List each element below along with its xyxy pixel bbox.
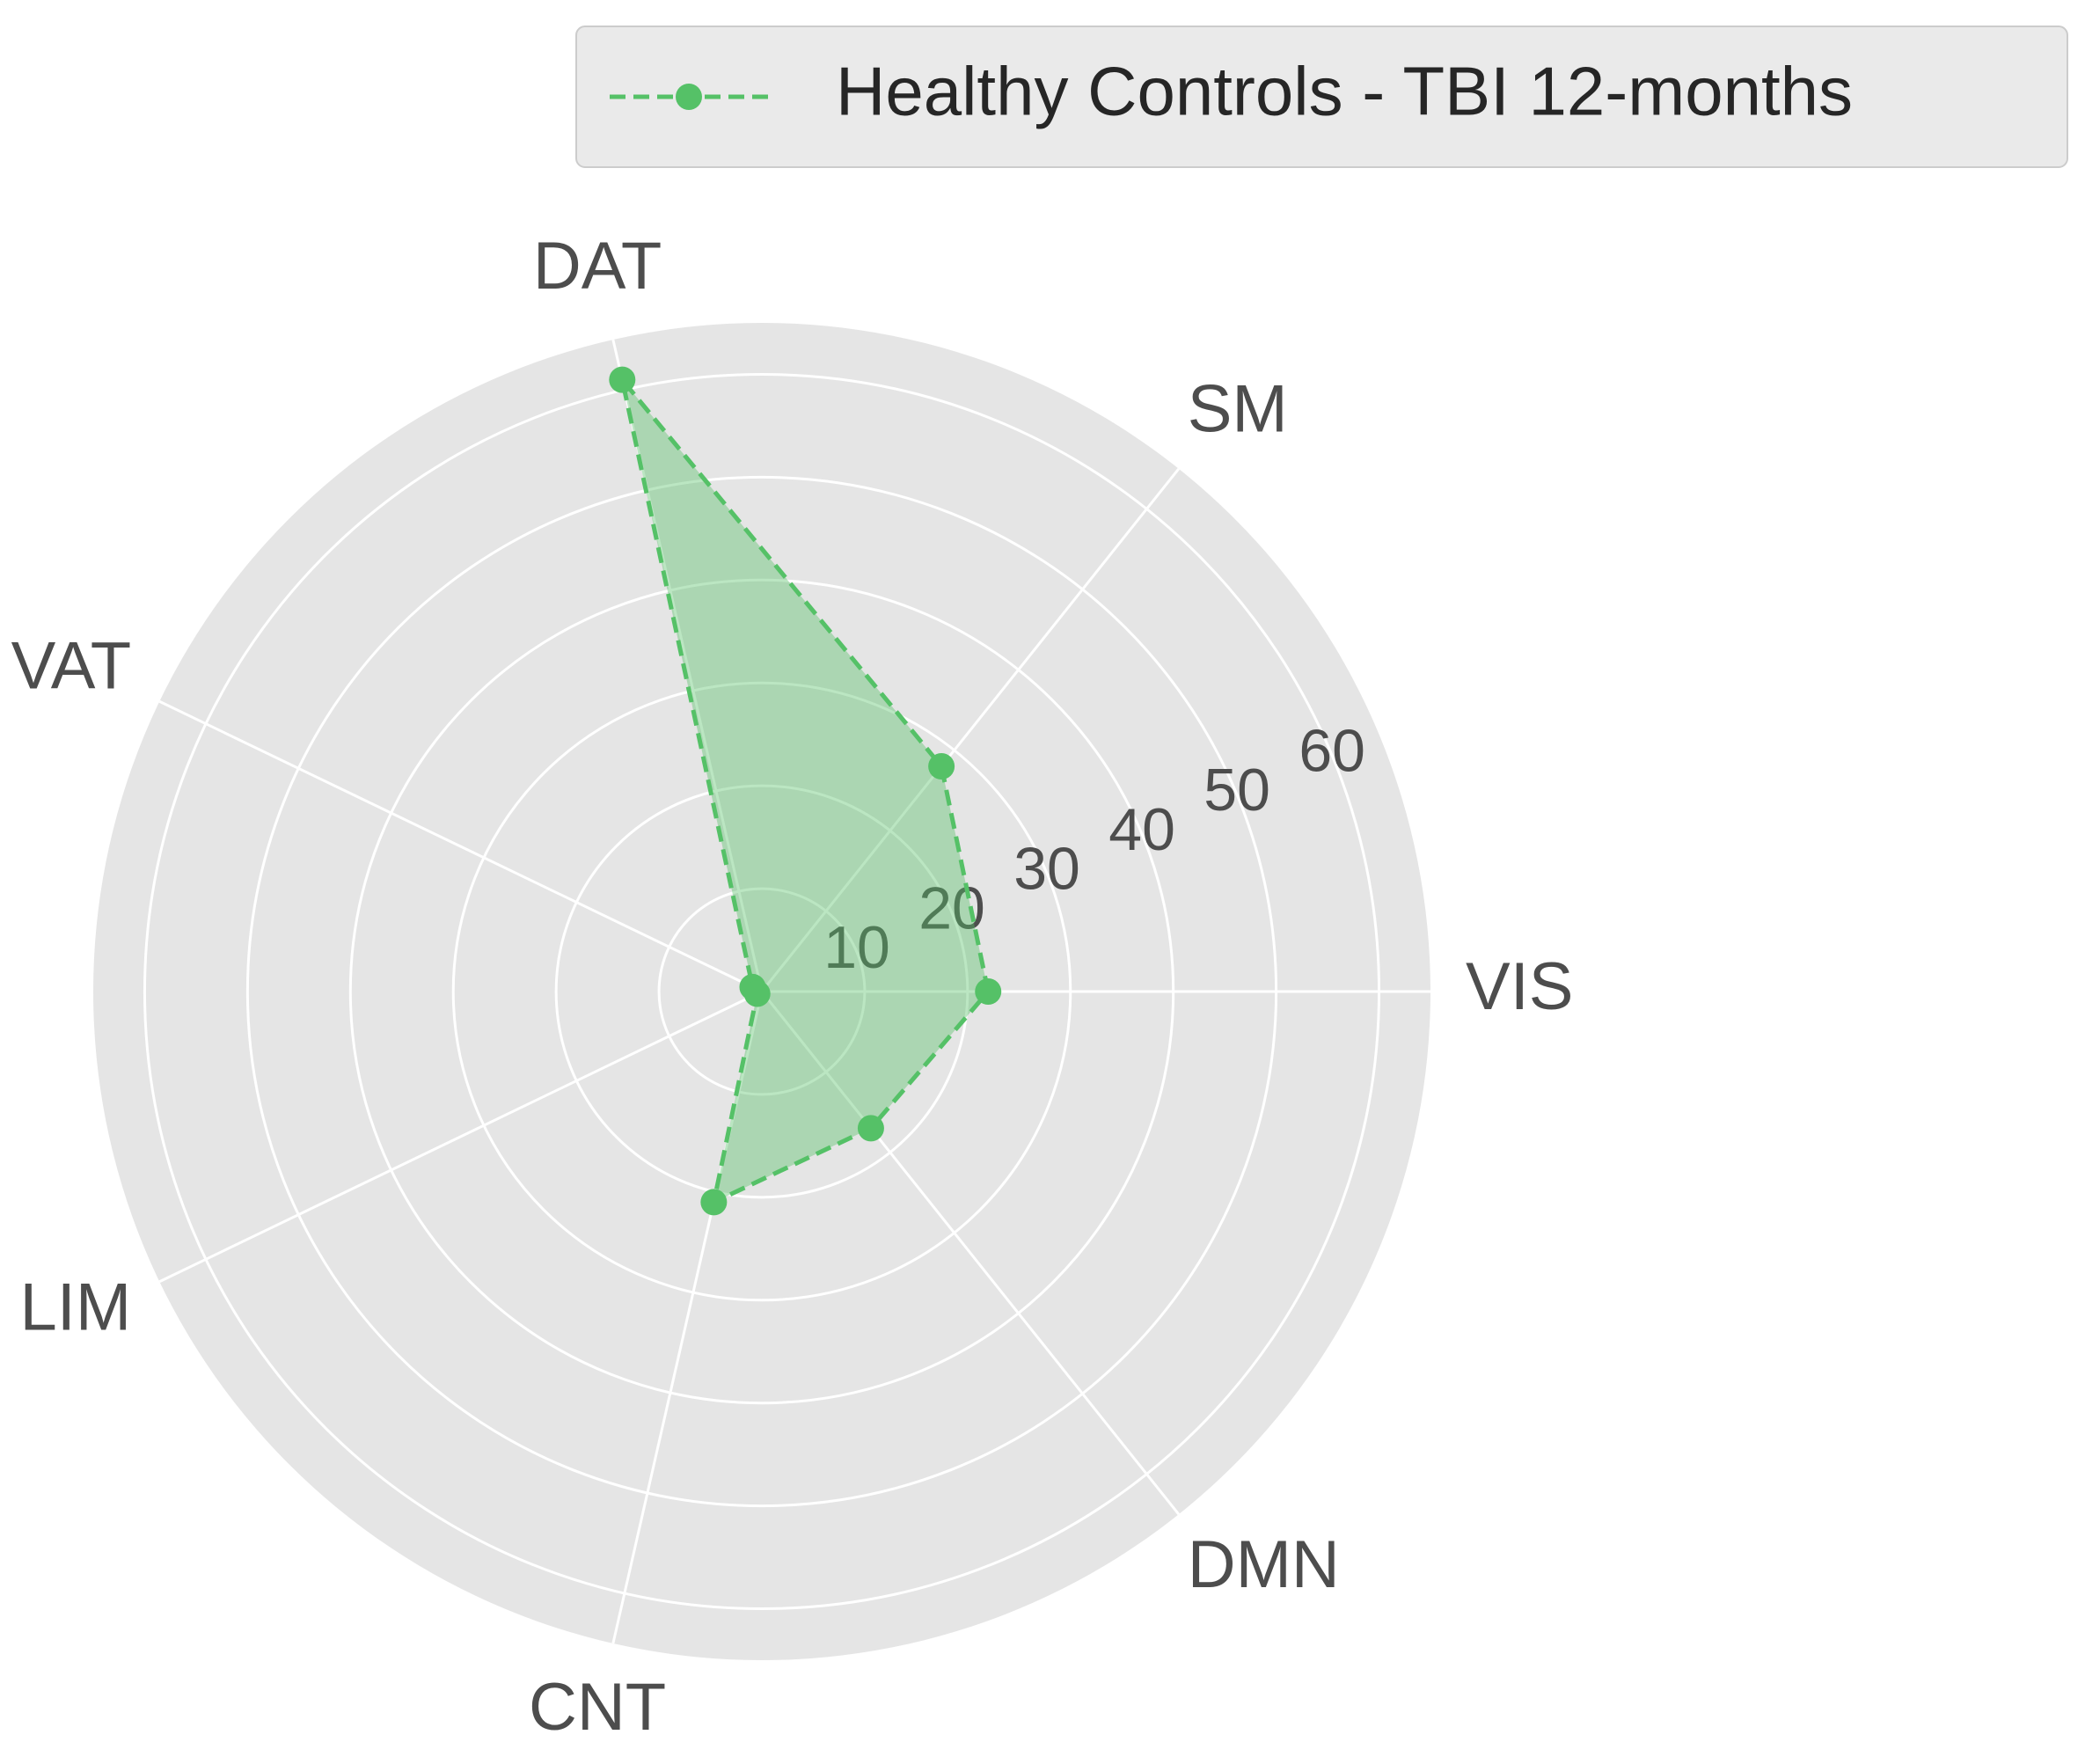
data-point-lim xyxy=(743,980,771,1007)
spoke-cnt xyxy=(611,991,764,1644)
axis-label-vis: VIS xyxy=(1466,949,1574,1024)
r-tick-label-40: 40 xyxy=(1108,796,1175,863)
axis-label-dmn: DMN xyxy=(1188,1527,1340,1602)
axis-label-vat: VAT xyxy=(11,629,132,704)
legend-box xyxy=(575,26,2068,168)
data-point-sm xyxy=(928,753,955,780)
r-tick-label-50: 50 xyxy=(1203,757,1270,823)
spoke-lim xyxy=(158,990,763,1284)
data-point-vis xyxy=(975,978,1002,1005)
axis-label-lim: LIM xyxy=(19,1270,131,1345)
r-tick-label-10: 10 xyxy=(823,914,890,981)
data-point-cnt xyxy=(700,1189,728,1216)
spoke-vat xyxy=(158,699,763,993)
data-point-dmn xyxy=(857,1115,884,1142)
spoke-sm xyxy=(760,467,1181,992)
data-point-dat xyxy=(609,366,636,393)
axis-label-dat: DAT xyxy=(533,229,662,304)
spoke-dat xyxy=(611,339,764,992)
axis-label-cnt: CNT xyxy=(529,1670,666,1745)
r-tick-label-30: 30 xyxy=(1013,836,1080,903)
r-tick-label-60: 60 xyxy=(1299,718,1365,785)
axis-label-sm: SM xyxy=(1188,371,1288,446)
legend-entry-label: Healthy Controls - TBI 12-months xyxy=(836,53,1853,130)
series-area xyxy=(622,379,989,1203)
spoke-dmn xyxy=(760,991,1181,1516)
legend-marker xyxy=(676,84,702,110)
